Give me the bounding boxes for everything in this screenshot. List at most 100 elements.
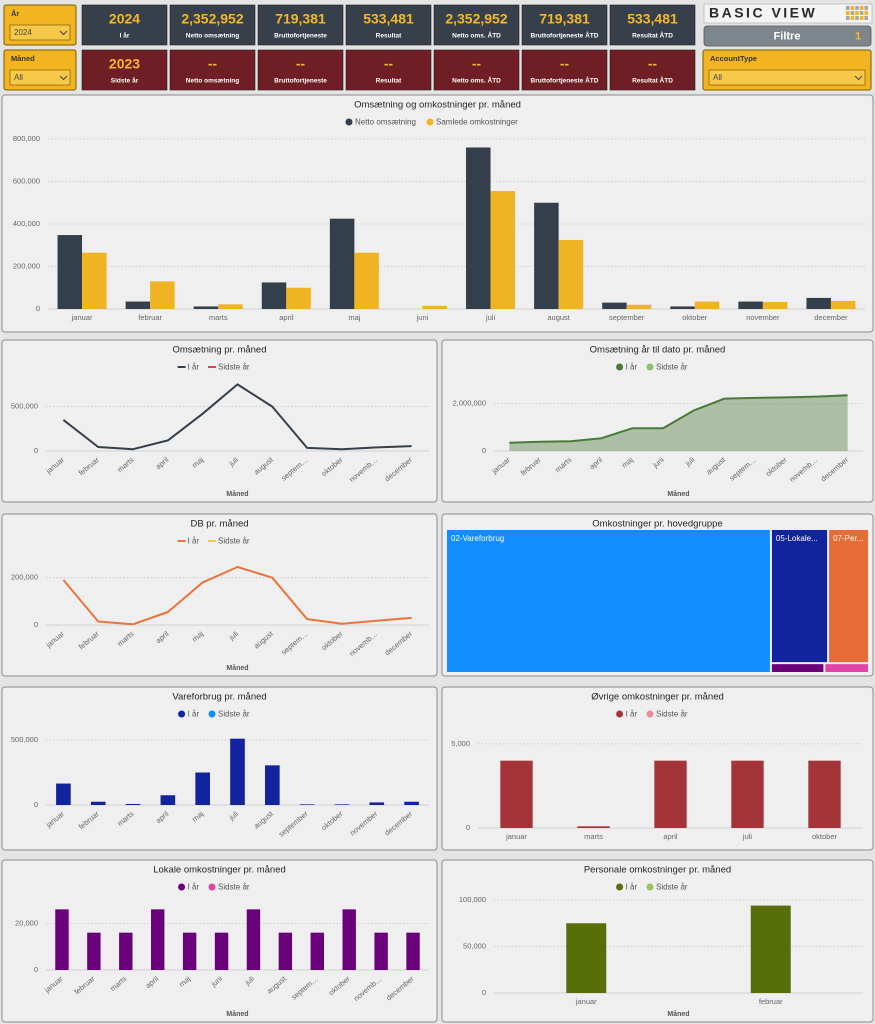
x-tick-label: juni (416, 313, 429, 322)
bar (374, 932, 388, 970)
legend-marker (646, 710, 654, 718)
kpi-label: Bruttofortjeneste (274, 78, 327, 85)
bar (87, 932, 101, 970)
bar (354, 252, 379, 309)
legend-label: Sidste år (656, 883, 688, 892)
y-tick-label: 0 (482, 988, 486, 997)
bar (731, 760, 764, 828)
slicer[interactable]: Måned All (3, 49, 77, 91)
x-axis-title: Måned (226, 1010, 248, 1018)
kpi-label: Resultat ÅTD (632, 31, 673, 40)
slicer-dropdown[interactable] (708, 69, 866, 86)
kpi-value: 533,481 (627, 11, 678, 27)
legend: I år Sidste år (178, 710, 250, 719)
x-axis-title: Måned (667, 1010, 689, 1018)
logo-grid (855, 6, 859, 10)
logo-grid (859, 11, 864, 15)
bar (558, 239, 584, 309)
x-tick-label: februar (759, 997, 783, 1006)
treemap-tile (771, 530, 828, 663)
x-axis-title: Måned (667, 490, 689, 498)
area (509, 395, 848, 451)
filter-button-bg[interactable] (703, 25, 872, 47)
logo-box (703, 3, 873, 24)
bar (566, 923, 607, 993)
logo-grid (859, 16, 864, 20)
chart-title: Lokale omkostninger pr. måned (153, 865, 286, 876)
kpi-label: Resultat ÅTD (632, 76, 673, 85)
kpi-value: 2,352,952 (181, 11, 243, 27)
bar (214, 932, 229, 970)
y-tick-label: 500,000 (11, 735, 38, 744)
panel (1, 94, 874, 333)
slicer-dropdown[interactable] (9, 69, 71, 86)
bar (55, 909, 69, 970)
bar (261, 282, 287, 309)
legend-marker (208, 883, 216, 891)
logo-grid (846, 16, 850, 20)
kpi-card (81, 4, 168, 46)
kpi-value: 2024 (109, 11, 140, 27)
legend: I år Sidste år (616, 710, 688, 719)
chart-panel: Vareforbrug pr. måned I år Sidste år 0 500,0… (1, 686, 438, 851)
chart-title: DB pr. måned (190, 519, 248, 530)
slicer-value: All (713, 73, 722, 82)
logo-grid (850, 16, 855, 20)
legend-label: Sidste år (218, 363, 250, 372)
bar (56, 783, 71, 805)
bar (119, 932, 133, 970)
x-tick-label: december (814, 313, 848, 322)
chart-panel: Lokale omkostninger pr. måned I år Sidste … (1, 859, 438, 1023)
legend-label: I år (188, 363, 200, 372)
bar (466, 147, 491, 309)
bar (654, 760, 687, 828)
bar (806, 297, 831, 309)
filter-button[interactable]: Filtre 1 (703, 25, 872, 47)
legend-marker (426, 118, 434, 126)
legend-label: I år (626, 883, 638, 892)
slicer-dropdown[interactable] (9, 24, 71, 41)
slicer[interactable]: AccountType All (702, 49, 872, 91)
legend: I år Sidste år (178, 883, 250, 892)
slicer-value: All (14, 73, 23, 82)
kpi-label: Netto omsætning (186, 78, 239, 85)
bar (334, 804, 350, 805)
logo-grid (864, 16, 868, 20)
bar (125, 301, 151, 309)
bar (182, 932, 197, 970)
y-tick-label: 200,000 (13, 261, 40, 270)
kpi-value: -- (208, 56, 218, 72)
chart-title: Omsætning og omkostninger pr. måned (354, 100, 521, 111)
kpi-value: 533,481 (363, 11, 414, 27)
bar (694, 301, 720, 309)
y-tick-label: 0 (34, 620, 38, 629)
chevron (59, 30, 68, 36)
y-tick-label: 2,000,000 (453, 399, 486, 408)
bar (265, 765, 280, 805)
kpi-label: Sidste år (111, 77, 139, 85)
kpi-card (169, 49, 256, 91)
slicer-label: År (11, 9, 19, 18)
bar (286, 287, 311, 309)
treemap-label: 07-Per... (833, 534, 863, 543)
bar (218, 304, 243, 309)
treemap-label: 02-Vareforbrug (451, 534, 504, 543)
slicer[interactable]: År 2024 (3, 4, 77, 46)
x-axis-title: Måned (226, 664, 248, 672)
legend-marker (646, 883, 654, 891)
kpi-card (521, 4, 608, 46)
logo-grid (846, 6, 850, 10)
bar (626, 304, 652, 309)
x-tick-label: februar (138, 313, 162, 322)
logo-grid (846, 11, 850, 15)
chart-panel: Øvrige omkostninger pr. måned I år Sidste … (441, 686, 874, 851)
kpi-value: 719,381 (539, 11, 590, 27)
legend: I år Sidste år (177, 537, 250, 546)
kpi-card (433, 49, 520, 91)
y-tick-label: 200,000 (11, 573, 38, 582)
legend-label: Samlede omkostninger (436, 118, 518, 127)
legend-label: Sidste år (218, 537, 250, 546)
line (509, 394, 848, 444)
legend-label: I år (188, 710, 200, 719)
